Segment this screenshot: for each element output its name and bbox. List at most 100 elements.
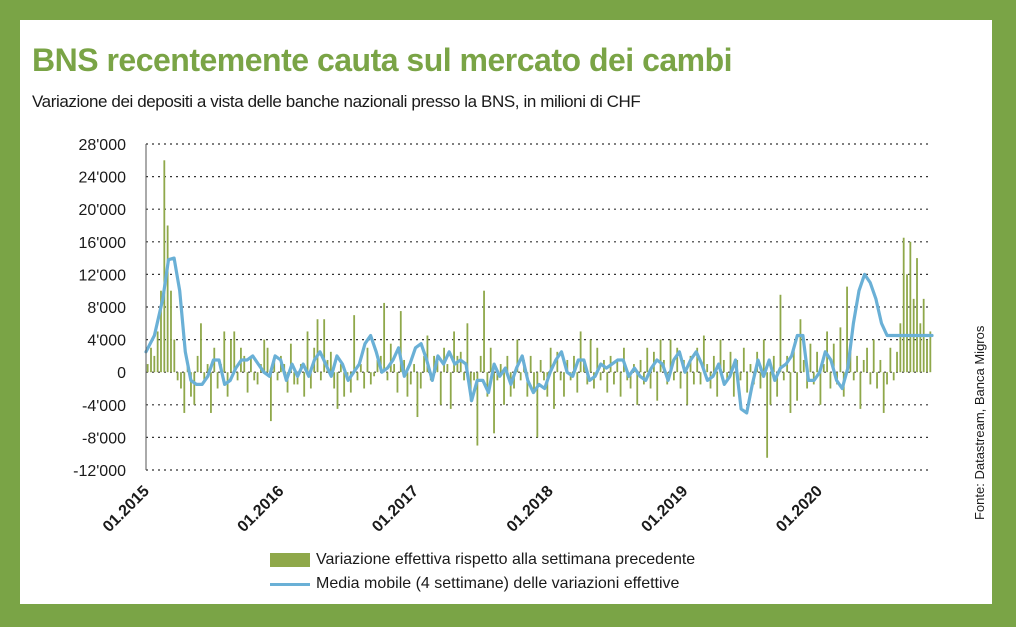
- legend-item-bars: Variazione effettiva rispetto alla setti…: [270, 548, 695, 572]
- bar: [619, 372, 622, 397]
- bar: [712, 355, 715, 373]
- bar: [676, 347, 679, 373]
- bar: [190, 372, 192, 397]
- bar: [216, 372, 219, 389]
- bar: [296, 372, 299, 385]
- bar: [719, 339, 722, 373]
- bar: [383, 302, 386, 373]
- bar: [782, 372, 785, 381]
- moving-average-line: [144, 256, 934, 415]
- bar: [892, 372, 895, 381]
- bar: [363, 372, 366, 389]
- bar: [739, 372, 742, 381]
- bar: [729, 351, 732, 373]
- bar: [576, 372, 579, 393]
- bar: [766, 372, 769, 458]
- bar: [473, 372, 475, 381]
- bar: [573, 355, 575, 373]
- bar: [309, 372, 312, 389]
- bar: [749, 364, 752, 373]
- bar: [902, 237, 905, 373]
- gridlines: [146, 143, 932, 471]
- bar: [772, 355, 775, 373]
- bar: [802, 359, 805, 373]
- bar: [163, 160, 166, 373]
- bar: [796, 372, 799, 401]
- bar: [233, 331, 236, 373]
- legend-swatch-bars: [270, 553, 310, 567]
- bar: [616, 359, 619, 373]
- bar: [203, 372, 206, 381]
- bar-series: [146, 160, 932, 458]
- bar: [303, 372, 306, 397]
- bar: [166, 225, 169, 373]
- bar: [336, 372, 339, 409]
- bar: [306, 331, 309, 373]
- bar: [589, 339, 592, 373]
- bar: [433, 355, 435, 373]
- bar: [423, 355, 425, 373]
- x-tick-label: 01.2015: [100, 483, 153, 536]
- bar: [726, 372, 729, 381]
- bar: [526, 372, 529, 397]
- bar: [866, 347, 868, 373]
- bar: [386, 372, 389, 381]
- x-tick-label: 01.2017: [369, 483, 422, 536]
- bar: [449, 372, 452, 409]
- bar: [276, 372, 279, 381]
- y-tick-label: 0: [117, 365, 126, 382]
- legend-swatch-line: [270, 582, 310, 586]
- bar: [409, 372, 412, 385]
- bar: [369, 372, 372, 385]
- bar: [329, 351, 332, 373]
- x-tick-label: 01.2018: [504, 483, 557, 536]
- line-series: [144, 256, 934, 415]
- bar: [343, 372, 346, 397]
- bar: [593, 372, 595, 389]
- bar: [829, 372, 832, 389]
- bar: [553, 372, 555, 409]
- bar: [686, 372, 689, 405]
- bar: [886, 372, 888, 385]
- bar: [769, 372, 772, 405]
- bar: [822, 364, 825, 373]
- legend-label-bars: Variazione effettiva rispetto alla setti…: [316, 551, 696, 568]
- bar: [839, 327, 842, 373]
- bar: [513, 372, 515, 389]
- bar: [916, 258, 918, 373]
- x-tick-label: 01.2016: [235, 483, 288, 536]
- bar: [319, 372, 322, 381]
- bar: [193, 372, 196, 405]
- bar: [776, 372, 779, 397]
- bar: [506, 355, 509, 373]
- bar: [393, 364, 396, 373]
- bar: [539, 359, 542, 373]
- bar: [273, 359, 276, 373]
- bar: [862, 359, 865, 373]
- bar: [333, 372, 336, 389]
- bar: [899, 323, 902, 373]
- bar: [906, 274, 908, 373]
- y-tick-label: 12'000: [78, 267, 126, 284]
- bar: [226, 372, 229, 397]
- bar: [463, 372, 465, 381]
- bar: [919, 323, 922, 373]
- bar: [156, 331, 159, 373]
- bar: [263, 339, 266, 373]
- bar: [566, 359, 569, 373]
- legend: Variazione effettiva rispetto alla setti…: [270, 548, 695, 596]
- x-tick-label: 01.2019: [638, 483, 691, 536]
- bar: [399, 311, 402, 373]
- bar: [173, 339, 176, 373]
- bar: [706, 364, 709, 373]
- bar: [819, 372, 822, 405]
- bar: [466, 323, 469, 373]
- bar: [489, 347, 492, 373]
- bar: [439, 372, 442, 405]
- bar: [200, 323, 202, 373]
- bar: [679, 372, 682, 389]
- bar: [183, 372, 186, 413]
- bar: [416, 372, 419, 418]
- bar: [832, 343, 835, 373]
- bar: [669, 339, 672, 373]
